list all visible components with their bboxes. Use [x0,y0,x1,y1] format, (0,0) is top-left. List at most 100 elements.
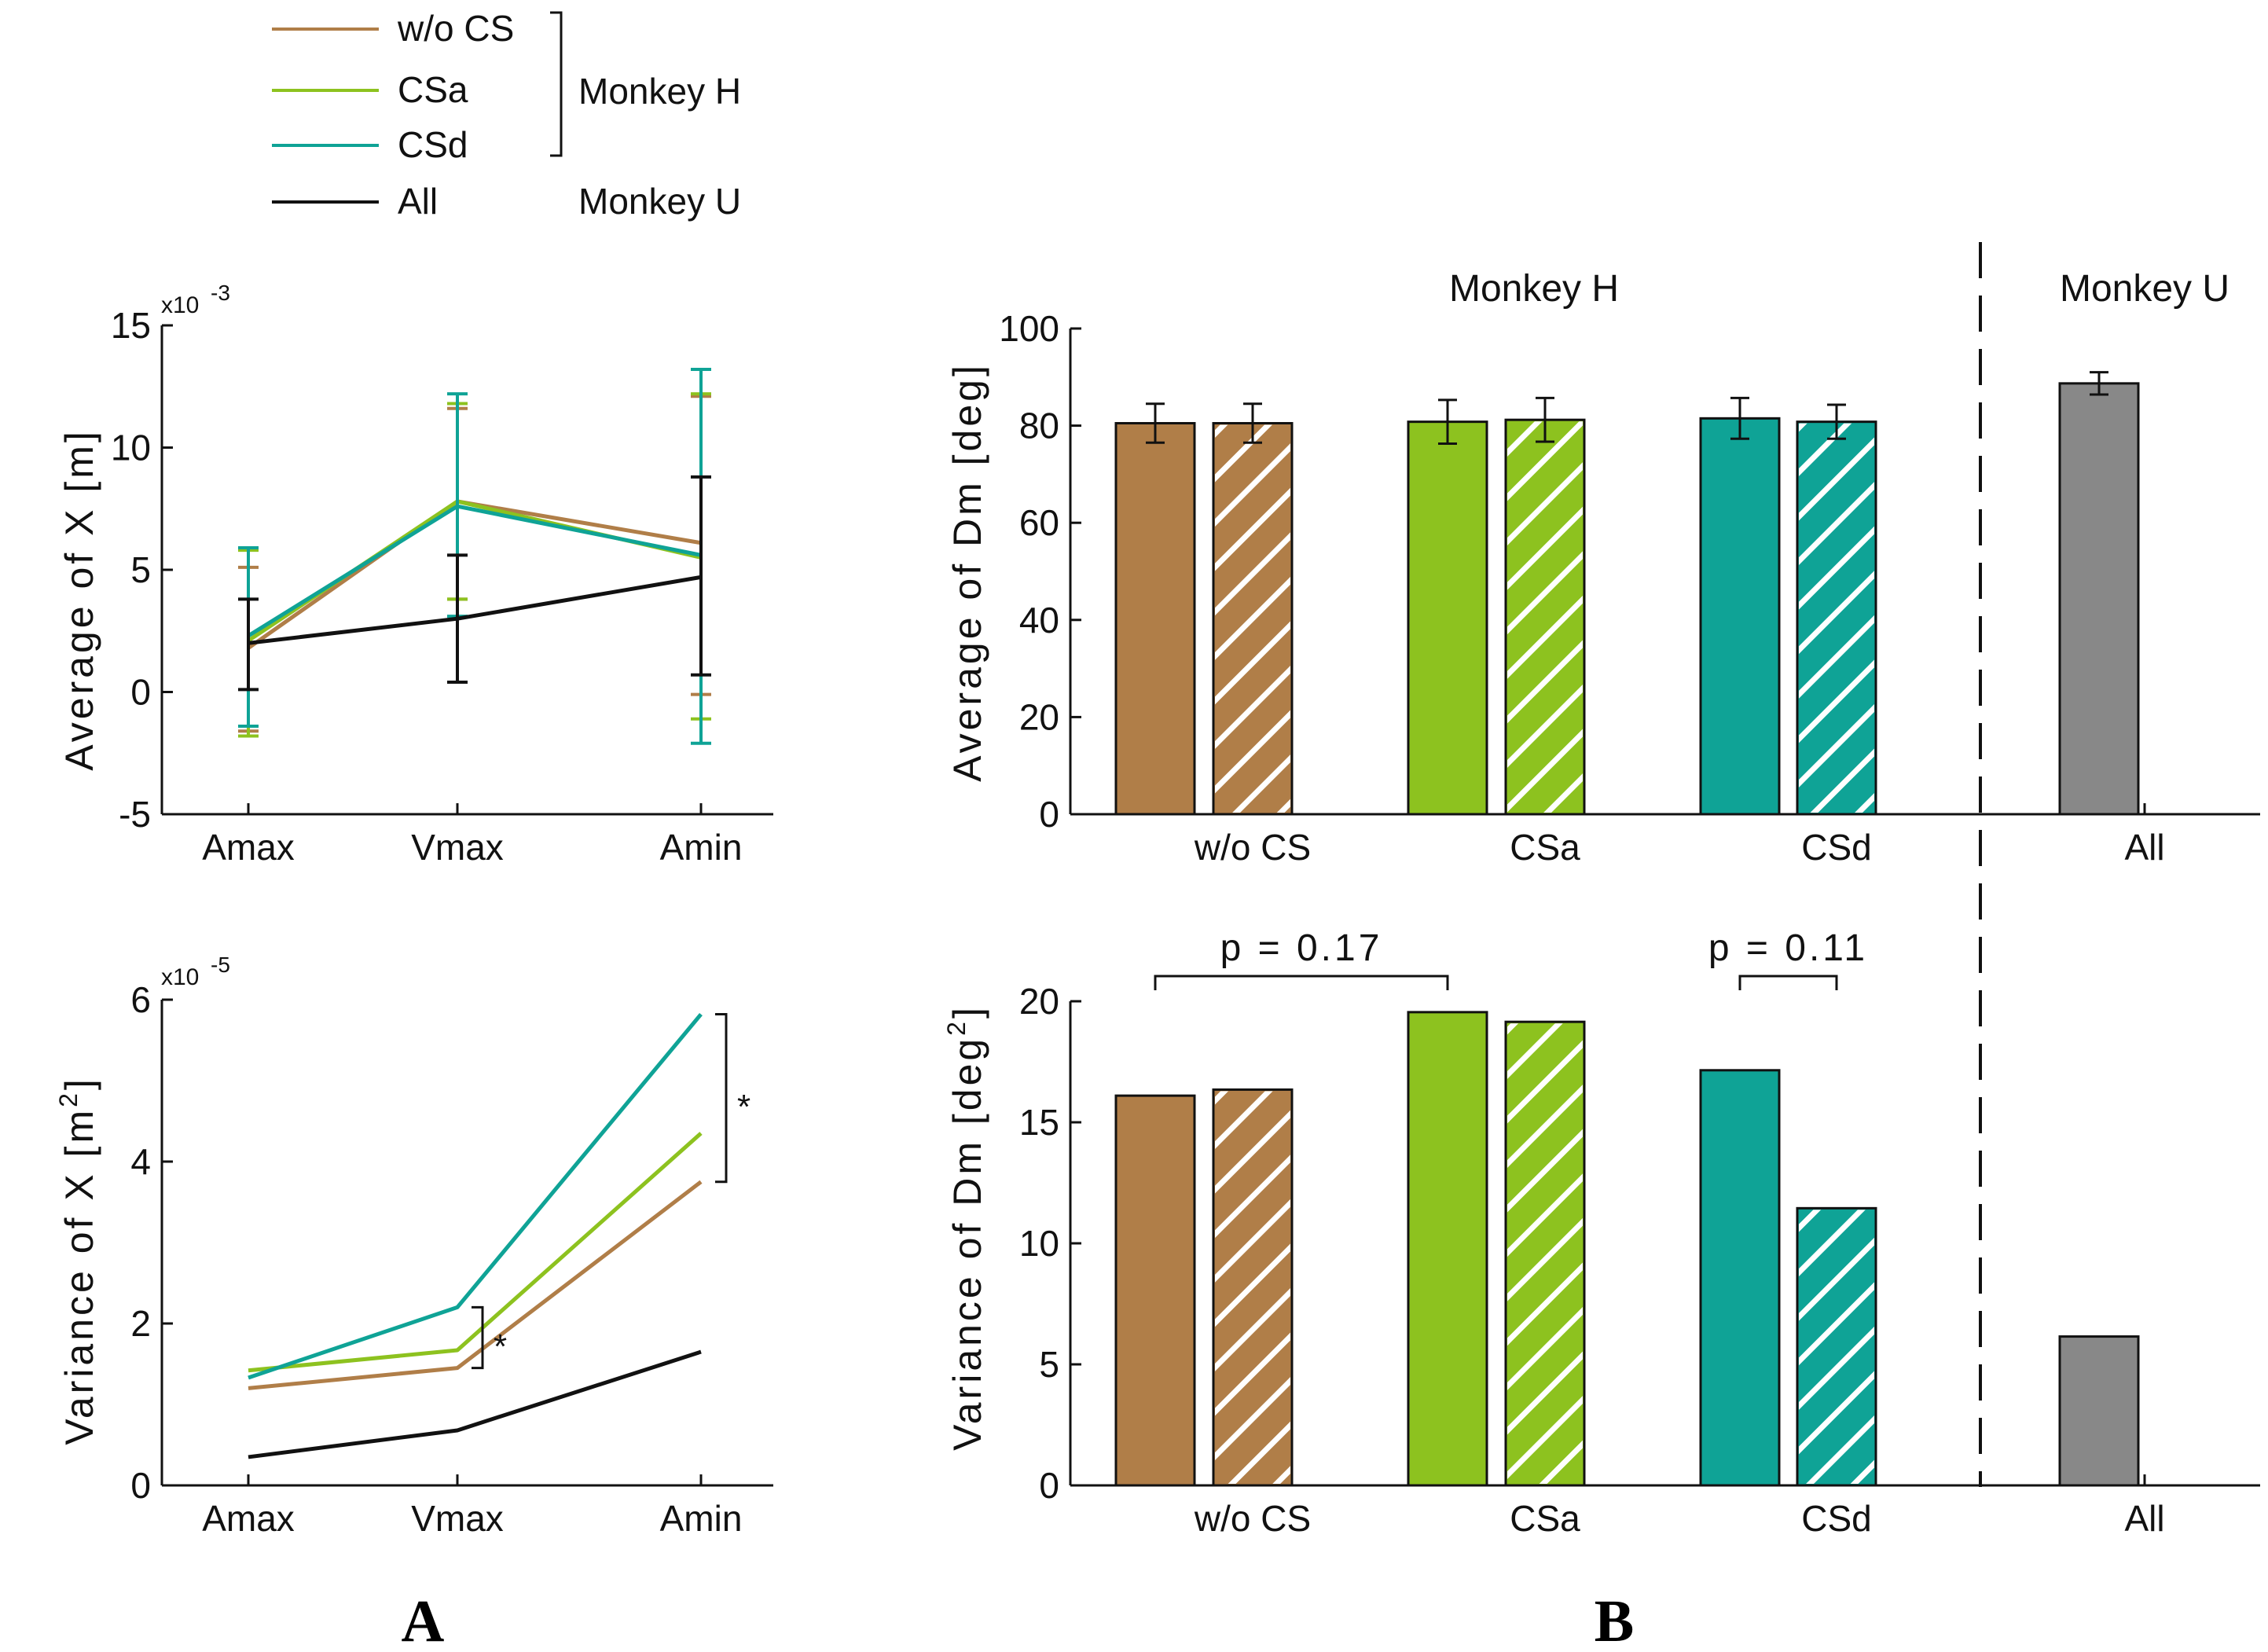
p-value-label: p = 0.11 [1708,927,1868,969]
x-tick-label: CSa [1510,827,1580,868]
x-tick-label: CSa [1510,1498,1580,1539]
y-tick-label: 4 [130,1141,151,1182]
bar-solid [1114,422,1196,816]
x-tick-label: Amax [202,827,295,868]
significance-bracket [472,1305,484,1370]
significance-star: * [737,1088,750,1126]
legend-label-csd: CSd [398,124,468,165]
vardm-ylabel: Variance of Dm [deg2] [942,1004,989,1451]
y-tick-label: 15 [1019,1102,1059,1143]
varx-ylabel-end: ] [57,1076,101,1090]
avgdm-axes: 0 20 40 60 80 100 w/o CS CSa CSd All [999,308,2260,868]
vardm-plot: p = 0.17 p = 0.11 [1114,927,2140,1487]
varx-ylabel-sup: 2 [54,1090,83,1107]
x-tick-label: w/o CS [1194,827,1311,868]
vardm-ylabel-main: Variance of Dm [deg [945,1036,989,1451]
x-tick-label: All [2124,827,2164,868]
legend-group-bracket [550,11,563,157]
chart-average-x: -5 0 5 10 15 Amax Vmax Amin x10 -3 Average of X… [57,281,773,868]
y-tick-label: 0 [130,672,151,713]
x-tick-label: CSd [1801,1498,1871,1539]
y-tick-label: 15 [111,305,151,346]
x-tick-label: w/o CS [1194,1498,1311,1539]
bar-hatch-overlay [1507,421,1583,813]
y-tick-label: -5 [119,794,151,835]
vardm-ylabel-end: ] [945,1004,989,1019]
varx-ylabel-main: Variance of X [m [57,1107,101,1445]
legend-label-csa: CSa [398,69,468,110]
y-tick-label: 0 [130,1465,151,1506]
legend: w/o CS CSa CSd All Monkey H Monkey U [272,8,741,222]
x-tick-label: Vmax [411,827,504,868]
bar-hatch-overlay [1799,423,1874,813]
legend-group-monkey-h: Monkey H [578,71,741,112]
y-tick-label: 2 [130,1303,151,1344]
bar-solid [1699,1069,1781,1487]
varx-axes: 0 2 4 6 Amax Vmax Amin [130,979,773,1539]
bar-hatch-overlay [1215,424,1290,813]
p-value-label: p = 0.17 [1220,927,1383,969]
avgdm-title-monkey-u: Monkey U [2060,268,2229,310]
y-tick-label: 20 [1019,981,1059,1022]
legend-label-wocs: w/o CS [397,8,514,49]
series-line-csd [247,504,702,638]
chart-variance-x: 0 2 4 6 Amax Vmax Amin x10 -5 Variance of X [m… [54,953,773,1539]
x-tick-label: Amin [660,827,743,868]
series-line-wocs [247,499,702,650]
y-tick-label: 60 [1019,502,1059,543]
bar-hatch-overlay [1799,1210,1874,1484]
panel-label-a: A [402,1588,445,1652]
varx-scale-base: x10 [161,964,199,990]
x-tick-label: All [2124,1498,2164,1539]
bar-solid [1407,420,1488,816]
varx-plot: ** [248,1012,750,1459]
avgx-scale-base: x10 [161,292,199,318]
significance-star: * [494,1327,507,1366]
y-tick-label: 40 [1019,600,1059,641]
significance-bracket [715,1013,728,1184]
avgdm-title-monkey-h: Monkey H [1449,268,1619,310]
y-tick-label: 5 [130,549,151,590]
x-tick-label: Vmax [411,1498,504,1539]
bar-hatch-overlay [1215,1091,1290,1484]
y-tick-label: 5 [1039,1344,1059,1385]
chart-variance-dm: 0 5 10 15 20 w/o CS CSa CSd All Variance of Dm [… [942,927,2260,1539]
bar-solid [1699,417,1781,816]
avgx-plot [238,367,711,745]
x-tick-label: Amax [202,1498,295,1539]
bar-solid [2058,382,2140,816]
chart-average-dm: 0 20 40 60 80 100 w/o CS CSa CSd All Monkey H Mon… [945,268,2260,868]
series-line-all [248,575,702,645]
bar-solid [1114,1094,1196,1487]
vardm-ylabel-sup: 2 [942,1019,971,1036]
y-tick-label: 10 [1019,1223,1059,1264]
p-value-bracket [1154,975,1449,990]
varx-scale-exp: -5 [211,953,230,977]
avgx-scale-exp: -3 [211,281,230,305]
series-line-csd [248,1012,703,1380]
varx-ylabel: Variance of X [m2] [54,1076,101,1445]
series-line-all [248,1349,702,1459]
avgdm-ylabel: Average of Dm [deg] [945,362,989,782]
series-line-csa [248,1132,703,1373]
bar-hatch-overlay [1507,1023,1583,1484]
avgx-ylabel: Average of X [m] [57,428,101,770]
y-tick-label: 0 [1039,794,1059,835]
series-line-wocs [248,1180,703,1390]
avgx-axes: -5 0 5 10 15 Amax Vmax Amin [111,305,773,868]
y-tick-label: 80 [1019,406,1059,446]
legend-label-all: All [398,181,438,222]
legend-group-monkey-u: Monkey U [578,181,741,222]
y-tick-label: 20 [1019,696,1059,737]
y-tick-label: 10 [111,428,151,468]
x-tick-label: Amin [660,1498,743,1539]
panel-label-b: B [1595,1588,1635,1652]
avgdm-plot [1114,371,2140,816]
y-tick-label: 6 [130,979,151,1020]
y-tick-label: 100 [999,308,1059,349]
x-tick-label: CSd [1801,827,1871,868]
y-tick-label: 0 [1039,1465,1059,1506]
bar-solid [2058,1335,2140,1487]
bar-solid [1407,1011,1488,1487]
